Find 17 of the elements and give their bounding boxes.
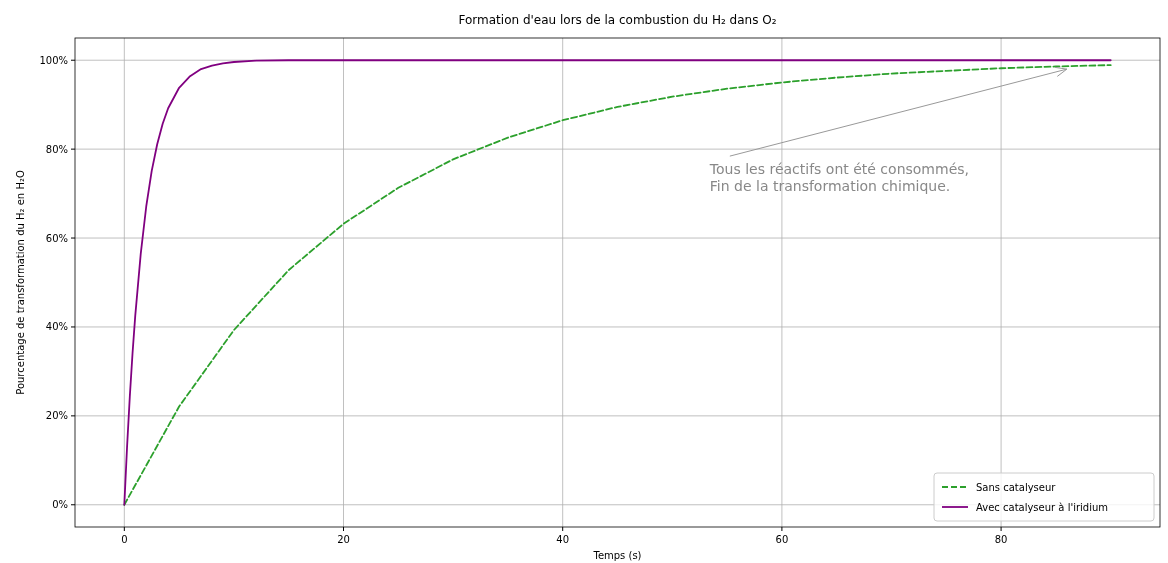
y-tick-label: 60% xyxy=(45,232,68,244)
y-tick-label: 100% xyxy=(39,54,68,66)
y-tick-label: 20% xyxy=(45,410,68,422)
x-tick-label: 0 xyxy=(121,534,128,545)
y-tick-label: 40% xyxy=(45,321,68,333)
annotation: Tous les réactifs ont été consommés, Fin de la transformation chimique. xyxy=(708,161,970,195)
y-tick-label: 0% xyxy=(52,499,68,511)
legend-label: Sans catalyseur xyxy=(976,481,1057,493)
legend-label: Avec catalyseur à l'iridium xyxy=(976,501,1109,513)
x-tick-label: 20 xyxy=(337,534,350,545)
x-tick-label: 60 xyxy=(775,534,789,545)
x-tick-label: 80 xyxy=(994,534,1008,545)
x-tick-label: 40 xyxy=(556,534,570,545)
chart-title: Formation d'eau lors de la combustion du H₂ dans O₂ xyxy=(458,13,777,27)
y-tick-label: 80% xyxy=(45,143,68,155)
y-axis-title: Pourcentage de transformation du H₂ en H₂O xyxy=(15,170,26,395)
x-axis-title: Temps (s) xyxy=(592,550,642,561)
